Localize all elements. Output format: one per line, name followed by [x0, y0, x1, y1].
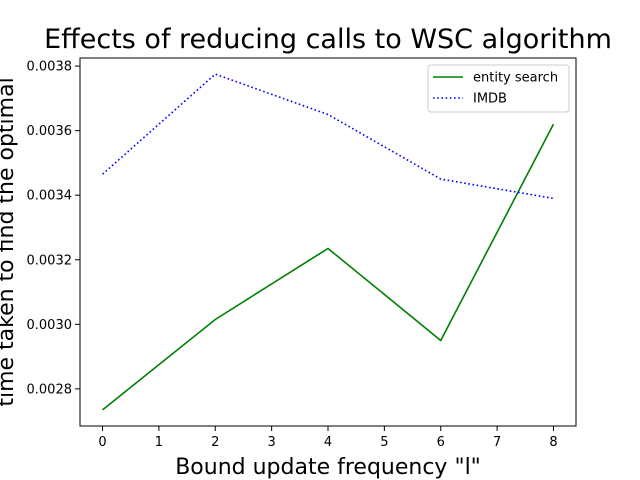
y-tick-label: 0.0032 — [27, 253, 73, 268]
plot-frame — [79, 57, 577, 427]
x-axis-title: Bound update frequency "l" — [175, 455, 481, 480]
y-axis: 0.0028 0.0030 0.0032 0.0034 0.0036 0.0038 — [27, 60, 80, 397]
x-tick-label: 0 — [98, 435, 106, 450]
y-tick-label: 0.0030 — [27, 318, 73, 333]
x-tick-label: 3 — [267, 435, 275, 450]
x-tick-label: 5 — [380, 435, 388, 450]
x-tick-label: 7 — [493, 435, 501, 450]
series-line-entity-search — [102, 123, 555, 411]
legend: entity search IMDB — [427, 64, 570, 113]
legend-label: entity search — [473, 71, 558, 86]
legend-box — [427, 64, 570, 113]
y-tick-label: 0.0036 — [27, 124, 73, 139]
y-tick-label: 0.0038 — [27, 60, 73, 75]
x-tick-label: 6 — [437, 435, 445, 450]
chart-title: Effects of reducing calls to WSC algorit… — [44, 24, 612, 55]
x-tick-label: 2 — [211, 435, 219, 450]
series-layer — [102, 73, 555, 411]
legend-label: IMDB — [473, 92, 507, 107]
x-axis: 0 1 2 3 4 5 6 7 8 — [98, 426, 558, 450]
x-tick-label: 8 — [549, 435, 557, 450]
x-tick-label: 4 — [324, 435, 332, 450]
x-tick-label: 1 — [155, 435, 163, 450]
y-tick-label: 0.0028 — [27, 382, 73, 397]
y-axis-title: time taken to find the optimal — [0, 77, 19, 406]
y-tick-label: 0.0034 — [27, 189, 73, 204]
